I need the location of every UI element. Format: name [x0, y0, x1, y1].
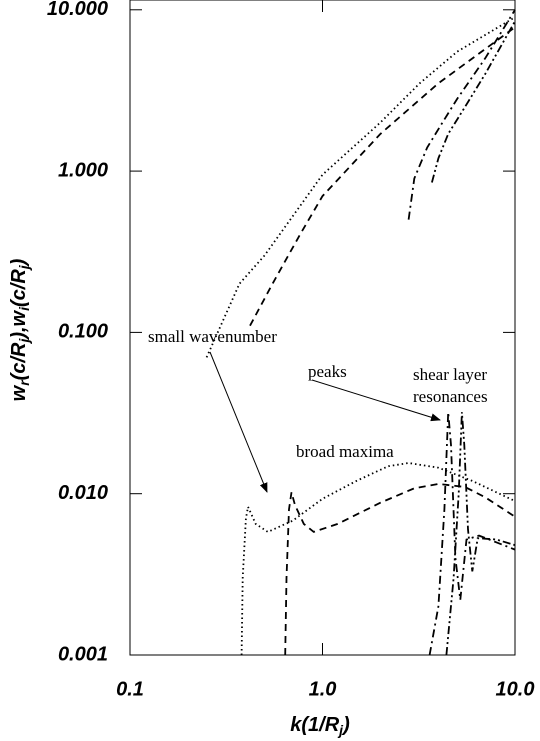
x-tick-label: 1.0	[309, 678, 337, 700]
y-tick-label: 1.000	[58, 159, 108, 181]
y-tick-label: 0.100	[58, 321, 108, 343]
annotation: shear layer	[413, 365, 487, 384]
y-title-part: w	[8, 384, 30, 401]
y-axis-title: wr(c/Rj),wi(c/Rj)	[8, 258, 31, 401]
data-line	[428, 412, 516, 656]
y-title-part: (c/R	[8, 342, 30, 380]
x-title-sub: j	[337, 722, 344, 738]
arrow	[311, 379, 441, 422]
data-line	[249, 26, 516, 327]
data-line	[407, 9, 516, 220]
y-tick-label: 0.010	[58, 482, 108, 504]
y-tick-label: 10.000	[47, 0, 108, 20]
y-title-part: )	[8, 258, 30, 267]
data-line	[240, 462, 516, 656]
y-title-sub: r	[16, 379, 32, 386]
data-line	[445, 412, 516, 656]
annotation: resonances	[413, 387, 488, 406]
x-title-part: )	[341, 714, 350, 736]
y-title-part: ),w	[8, 309, 30, 340]
data-line	[205, 16, 516, 358]
y-title-sub: j	[16, 338, 32, 345]
annotation: broad maxima	[296, 442, 394, 461]
y-title-sub: j	[16, 264, 32, 271]
x-title-part: k(1/R	[290, 714, 339, 736]
x-tick-label: 0.1	[116, 678, 144, 700]
y-tick-label: 0.001	[58, 643, 108, 665]
arrow	[209, 351, 268, 493]
data-line	[284, 482, 516, 656]
x-axis-title: k(1/Rj)	[290, 714, 350, 737]
annotation: small wavenumber	[148, 327, 277, 346]
y-title-sub: i	[16, 306, 32, 311]
data-line	[431, 20, 516, 183]
x-tick-label: 10.0	[496, 678, 535, 700]
y-title-part: (c/R	[8, 269, 30, 307]
annotation: peaks	[308, 362, 347, 381]
